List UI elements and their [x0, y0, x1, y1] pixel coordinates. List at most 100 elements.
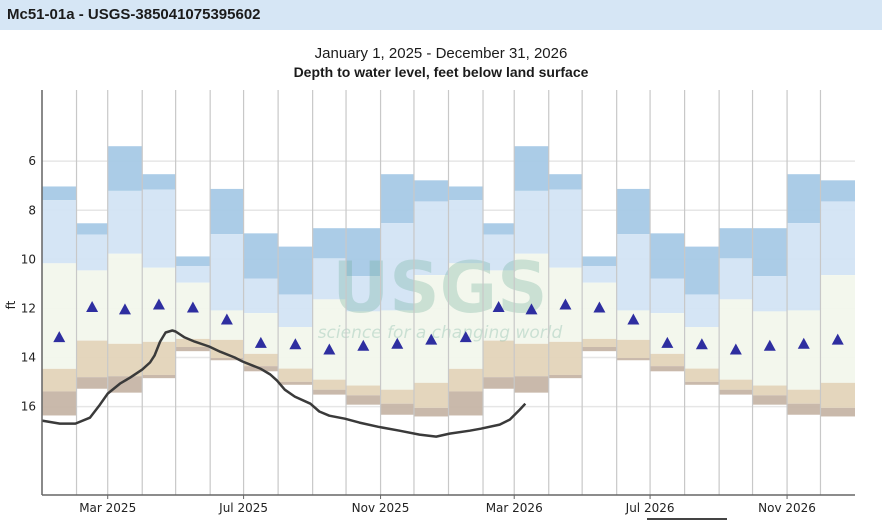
percentile-band: [820, 180, 855, 202]
percentile-band: [548, 374, 583, 379]
watermark-tagline: science for a changing world: [318, 323, 563, 343]
percentile-band: [787, 310, 821, 390]
percentile-band: [752, 395, 788, 405]
percentile-band: [684, 294, 720, 328]
percentile-band: [820, 382, 855, 408]
percentile-band: [278, 294, 313, 328]
percentile-band: [650, 366, 685, 372]
percentile-band: [210, 339, 244, 359]
percentile-band: [582, 256, 617, 266]
scroll-indicator[interactable]: [647, 518, 727, 520]
axes: 6 8 10 12 14 16 Mar 2025 Jul 2025 Nov 2025 Mar 20…: [21, 90, 855, 515]
y-tick-label: 16: [21, 400, 36, 414]
percentile-band: [76, 234, 108, 271]
y-tick-label: 12: [21, 301, 36, 315]
percentile-band: [582, 338, 617, 347]
percentile-band: [514, 253, 549, 344]
x-tick-label: Nov 2025: [352, 501, 410, 515]
percentile-band: [650, 353, 685, 367]
usgs-watermark: USGS science for a changing world: [318, 247, 563, 343]
percentile-band: [42, 368, 77, 392]
percentile-band: [413, 407, 449, 417]
percentile-band: [514, 376, 549, 393]
percentile-band: [413, 382, 449, 408]
median-marker: [797, 337, 810, 349]
median-marker: [459, 331, 472, 343]
percentile-band: [650, 233, 685, 279]
median-marker: [186, 301, 199, 313]
percentile-band: [312, 379, 347, 390]
percentile-band: [616, 339, 651, 359]
chart-title: Depth to water level, feet below land su…: [293, 64, 589, 80]
percentile-band: [787, 403, 821, 415]
percentile-band: [76, 223, 108, 235]
percentile-band: [346, 228, 381, 277]
percentile-band: [175, 338, 211, 347]
percentile-band: [448, 186, 484, 201]
percentile-band: [210, 234, 244, 311]
percentile-band: [278, 368, 313, 382]
percentile-band: [346, 276, 381, 312]
median-marker: [357, 339, 370, 351]
percentile-band: [42, 391, 77, 416]
median-marker: [559, 298, 572, 310]
median-marker: [627, 313, 640, 325]
median-marker: [593, 301, 606, 313]
percentile-band: [582, 265, 617, 283]
percentile-band: [175, 265, 211, 283]
median-marker: [323, 343, 336, 355]
percentile-band: [820, 275, 855, 383]
percentile-band: [548, 341, 583, 375]
percentile-band: [548, 189, 583, 268]
percentile-band: [175, 346, 211, 352]
percentile-band: [719, 258, 753, 300]
median-marker: [763, 339, 776, 351]
percentile-band: [483, 234, 515, 271]
percentile-band: [684, 246, 720, 295]
percentile-band: [684, 368, 720, 382]
percentile-band: [312, 299, 347, 380]
percentile-band: [616, 188, 651, 235]
percentile-band: [719, 299, 753, 380]
percentile-band: [243, 278, 279, 314]
percentile-band: [448, 368, 484, 392]
percentile-band: [312, 258, 347, 300]
median-marker: [53, 331, 66, 343]
percentile-band: [175, 256, 211, 266]
percentile-band: [243, 353, 279, 367]
percentile-bands: [42, 146, 855, 417]
median-marker: [254, 336, 267, 348]
percentile-band: [787, 389, 821, 404]
median-markers: [53, 298, 844, 355]
percentile-band: [312, 389, 347, 395]
median-marker: [220, 313, 233, 325]
y-tick-label: 6: [28, 154, 36, 168]
percentile-band: [42, 200, 77, 264]
water-level-line: [41, 329, 527, 438]
percentile-band: [107, 343, 143, 377]
percentile-band: [752, 385, 788, 396]
percentile-band: [548, 174, 583, 190]
median-marker: [425, 333, 438, 345]
y-axis-label: ft: [4, 300, 18, 309]
percentile-band: [346, 395, 381, 405]
percentile-band: [413, 180, 449, 202]
x-tick-label: Jul 2025: [218, 501, 268, 515]
percentile-band: [210, 188, 244, 235]
percentile-band: [787, 223, 821, 311]
median-marker: [492, 300, 505, 312]
percentile-band: [380, 310, 414, 390]
water-level-series: [41, 329, 527, 438]
percentile-band: [820, 201, 855, 276]
median-marker: [695, 338, 708, 350]
percentile-band: [76, 377, 108, 389]
percentile-band: [243, 233, 279, 279]
x-tick-label: Nov 2026: [758, 501, 816, 515]
percentile-band: [380, 389, 414, 404]
median-marker: [729, 343, 742, 355]
percentile-band: [719, 228, 753, 259]
month-lines: [41, 90, 822, 495]
percentile-band: [650, 278, 685, 314]
median-marker: [831, 333, 844, 345]
